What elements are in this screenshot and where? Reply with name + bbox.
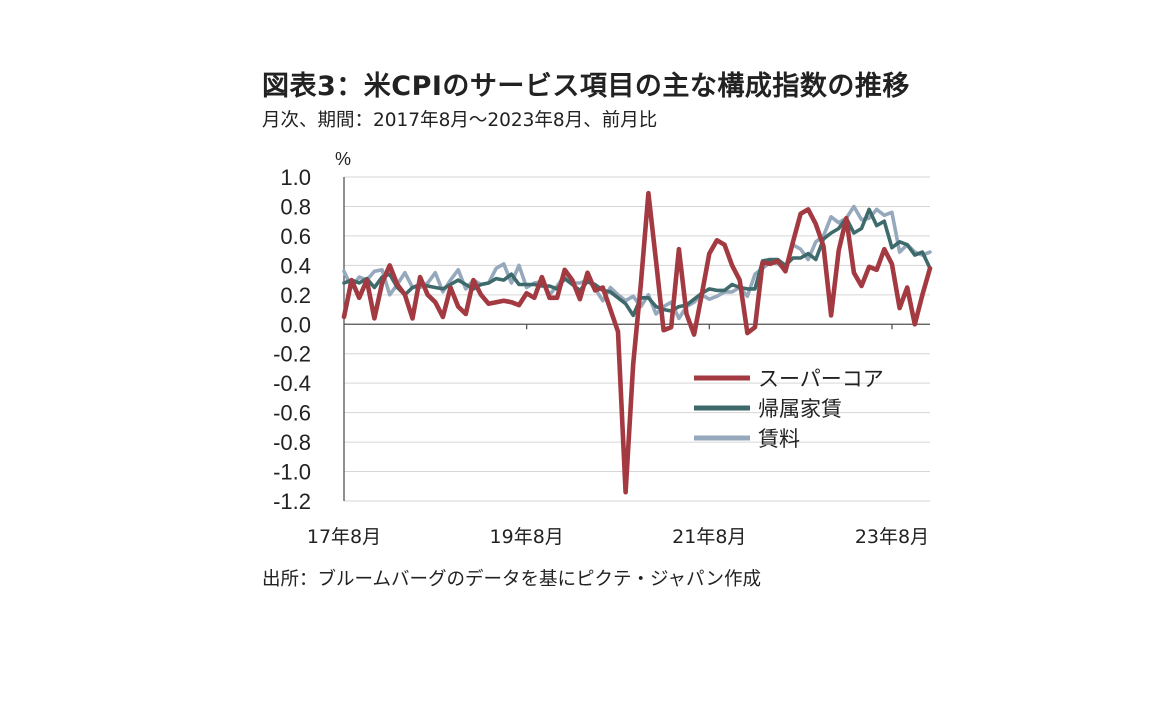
chart-subtitle: 月次、期間：2017年8月～2023年8月、前月比 (262, 110, 658, 131)
series-line-super-core (341, 190, 933, 495)
y-tick-label: 1.0 (280, 165, 311, 190)
y-tick-label: -0.2 (273, 342, 311, 367)
y-tick-label: 0.4 (280, 253, 311, 278)
legend-label-super-core: スーパーコア (758, 367, 884, 391)
y-tick-label: 0.6 (280, 224, 311, 249)
source-note: 出所：ブルームバーグのデータを基にピクテ・ジャパン作成 (262, 569, 761, 590)
y-tick-label: 0.8 (280, 194, 311, 219)
y-tick-label: 0.2 (280, 283, 311, 308)
x-tick-label: 19年8月 (490, 526, 564, 548)
x-tick-labels: 17年8月 19年8月 21年8月 23年8月 (307, 526, 929, 548)
chart-title: 図表3：米CPIのサービス項目の主な構成指数の推移 (262, 71, 910, 102)
y-tick-label: -1.0 (273, 460, 311, 485)
legend-label-oer: 帰属家賃 (758, 397, 842, 421)
series-lines (341, 190, 933, 495)
x-tick-label: 23年8月 (855, 526, 929, 548)
x-tick-label: 17年8月 (307, 526, 381, 548)
x-tick-label: 21年8月 (672, 526, 746, 548)
y-tick-labels: 1.0 0.8 0.6 0.4 0.2 0.0 -0.2 -0.4 -0.6 -0.8 -1.0 -1… (273, 149, 351, 514)
y-tick-label: 0.0 (280, 312, 311, 337)
y-tick-label: -0.4 (273, 371, 311, 396)
y-axis-unit: % (335, 149, 351, 169)
y-tick-label: -1.2 (273, 489, 311, 514)
legend-label-rent: 賃料 (758, 427, 800, 451)
y-tick-label: -0.6 (273, 401, 311, 426)
y-tick-label: -0.8 (273, 430, 311, 455)
